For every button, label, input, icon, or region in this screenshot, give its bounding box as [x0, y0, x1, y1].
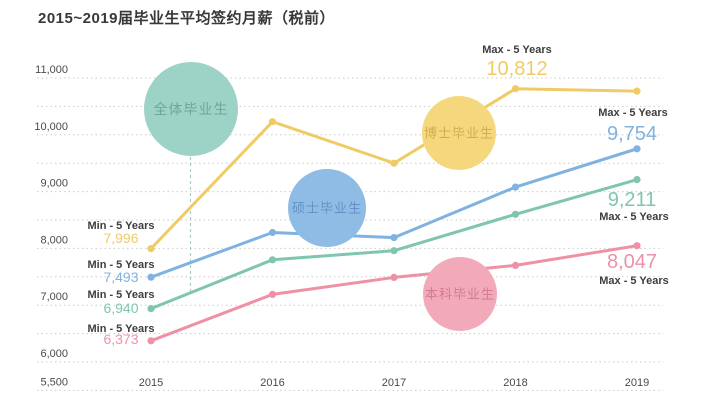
min-annotation-value-all: 6,940 — [103, 300, 138, 316]
data-point-all — [147, 305, 155, 313]
data-point-all — [390, 247, 398, 255]
min-annotation-label-bachelor: Min - 5 Years — [87, 323, 154, 335]
y-axis-tick-label: 11,000 — [35, 64, 68, 76]
data-point-all — [511, 210, 520, 218]
legend-bubble-phd — [422, 96, 496, 170]
x-axis-tick-label: 2016 — [260, 377, 284, 389]
legend-bubble-all — [144, 62, 238, 156]
min-annotation-label-master: Min - 5 Years — [87, 259, 154, 271]
max-annotation-value-all: 9,211 — [608, 189, 657, 211]
data-point-master — [147, 273, 155, 281]
x-axis-tick-label: 2015 — [139, 377, 163, 389]
data-point-bachelor — [147, 337, 155, 345]
min-annotation-label-phd: Min - 5 Years — [87, 220, 154, 232]
max-annotation-value-bachelor: 8,047 — [607, 251, 657, 273]
y-axis-tick-label: 10,000 — [34, 121, 68, 133]
data-point-phd — [390, 159, 398, 167]
min-annotation-value-bachelor: 6,373 — [103, 331, 138, 347]
y-axis-tick-label: 5,500 — [40, 376, 68, 388]
data-point-phd — [268, 118, 277, 126]
min-annotation-label-all: Min - 5 Years — [87, 289, 154, 301]
max-annotation-value-master: 9,754 — [607, 123, 657, 145]
y-axis-tick-label: 8,000 — [40, 234, 68, 246]
legend-bubble-label-master: 硕士毕业生 — [292, 201, 362, 216]
data-point-master — [511, 183, 520, 191]
max-annotation-label-bachelor: Max - 5 Years — [599, 275, 669, 287]
chart-title: 2015~2019届毕业生平均签约月薪（税前） — [38, 10, 335, 27]
data-point-bachelor — [268, 290, 277, 298]
legend-bubble-label-phd: 博士毕业生 — [424, 126, 494, 141]
x-axis-tick-label: 2018 — [503, 377, 527, 389]
data-point-phd — [511, 85, 520, 93]
y-axis-tick-label: 6,000 — [40, 348, 68, 360]
data-point-phd — [147, 245, 155, 253]
data-point-phd — [633, 87, 641, 95]
y-axis-tick-label: 9,000 — [40, 178, 68, 190]
min-annotation-value-master: 7,493 — [103, 269, 138, 285]
data-point-master — [268, 228, 277, 237]
data-point-bachelor — [390, 273, 398, 281]
max-annotation-label-all: Max - 5 Years — [599, 211, 669, 223]
series-line-bachelor — [149, 244, 639, 343]
max-annotation-label-master: Max - 5 Years — [598, 107, 668, 119]
legend-bubble-master — [288, 169, 366, 247]
min-annotation-value-phd: 7,996 — [103, 230, 138, 246]
data-point-master — [633, 145, 641, 153]
data-point-bachelor — [633, 242, 641, 250]
x-axis-tick-label: 2019 — [625, 377, 649, 389]
legend-bubble-label-bachelor: 本科毕业生 — [425, 287, 495, 302]
x-axis-tick-label: 2017 — [382, 377, 406, 389]
max-annotation-value-phd: 10,812 — [486, 58, 547, 80]
y-axis-tick-label: 7,000 — [40, 291, 68, 303]
data-point-all — [633, 176, 641, 184]
series-line-all — [149, 178, 639, 311]
legend-bubble-label-all: 全体毕业生 — [154, 101, 229, 117]
max-annotation-label-phd: Max - 5 Years — [482, 44, 552, 56]
data-point-all — [268, 256, 277, 264]
data-point-bachelor — [511, 261, 520, 269]
legend-bubble-bachelor — [423, 257, 497, 331]
data-point-master — [390, 234, 398, 242]
